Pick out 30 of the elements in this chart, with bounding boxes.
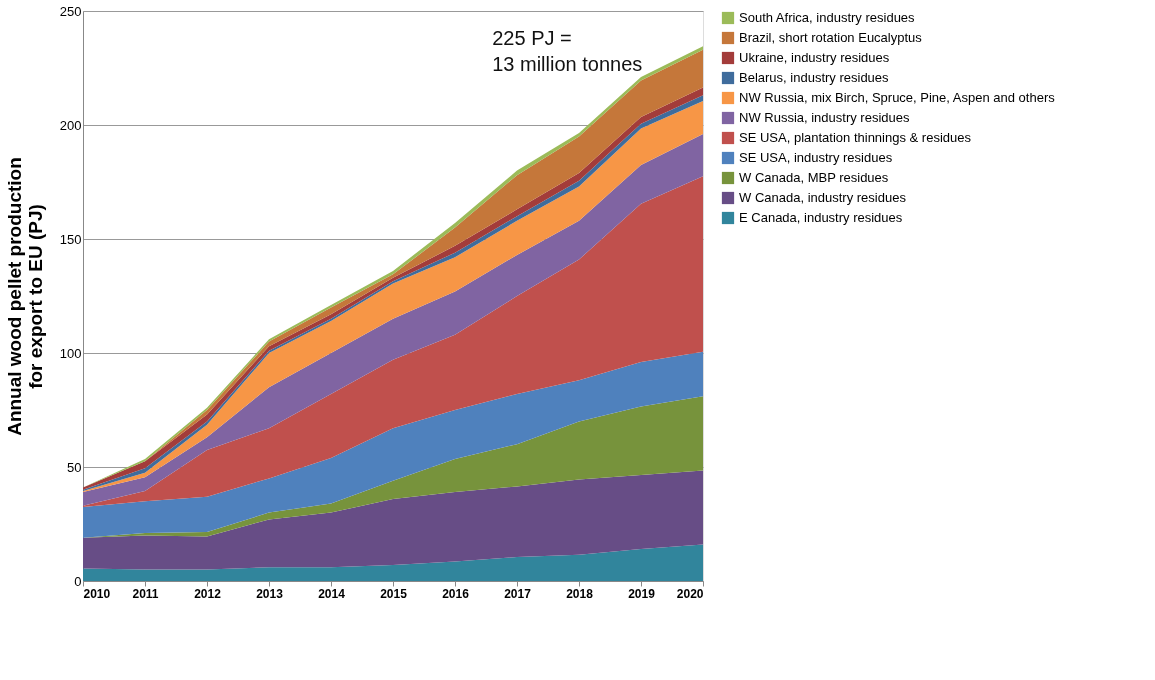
legend-label: NW Russia, mix Birch, Spruce, Pine, Aspen and others — [739, 90, 1056, 105]
x-tick-label: 2012 — [194, 586, 222, 601]
y-tick-label: 150 — [59, 231, 82, 247]
x-tick-label: 2010 — [83, 586, 111, 601]
x-tick-label: 2019 — [628, 586, 656, 601]
y-tick-label: 100 — [59, 345, 82, 361]
legend-label: Belarus, industry residues — [739, 70, 890, 85]
x-tick-label: 2016 — [442, 586, 470, 601]
legend-label: E Canada, industry residues — [739, 210, 903, 225]
x-tick-label: 2014 — [318, 586, 346, 601]
legend-label: Brazil, short rotation Eucalyptus — [739, 30, 923, 45]
x-tick-label: 2018 — [566, 586, 594, 601]
x-tick-label: 2017 — [504, 586, 532, 601]
x-tick-label: 2015 — [380, 586, 408, 601]
legend-label: SE USA, industry residues — [739, 150, 893, 165]
legend-label: SE USA, plantation thinnings & residues — [739, 130, 972, 145]
legend-label: W Canada, industry residues — [739, 190, 907, 205]
legend-label: NW Russia, industry residues — [739, 110, 910, 125]
y-axis-title: Annual wood pellet production for export to EU (PJ) — [3, 157, 46, 436]
y-tick-label: 0 — [74, 573, 82, 589]
x-tick-label: 2020 — [676, 586, 704, 601]
x-tick-label: 2013 — [256, 586, 284, 601]
y-tick-label: 250 — [59, 3, 82, 19]
legend-label: W Canada, MBP residues — [739, 170, 889, 185]
y-tick-label: 200 — [59, 117, 82, 133]
annotation: 225 PJ = 13 million tonnes — [492, 27, 643, 75]
legend-label: South Africa, industry residues — [739, 10, 916, 25]
legend-label: Ukraine, industry residues — [739, 50, 890, 65]
y-tick-label: 50 — [67, 459, 82, 475]
x-tick-label: 2011 — [132, 586, 159, 601]
